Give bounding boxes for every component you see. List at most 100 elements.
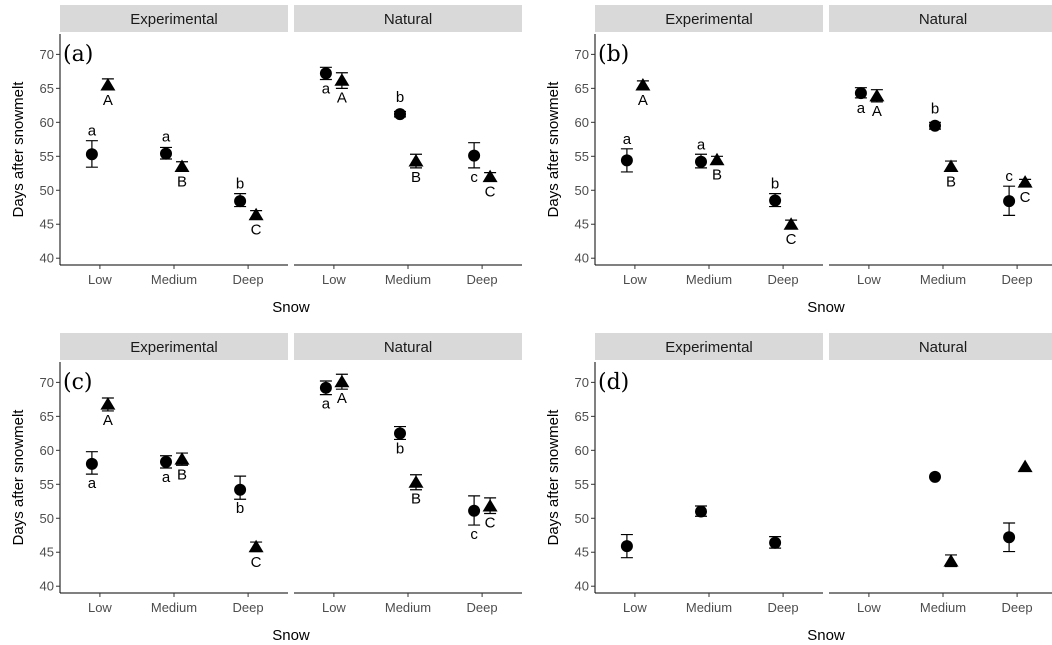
x-tick-label: Deep	[233, 600, 264, 615]
facet-strip-label: Experimental	[130, 339, 218, 356]
significance-letter: B	[177, 466, 187, 483]
data-point-triangle	[943, 554, 959, 567]
x-tick-label: Low	[322, 272, 346, 287]
y-tick-label: 40	[40, 251, 54, 266]
data-point-circle	[160, 147, 172, 160]
facet-strip	[829, 333, 1052, 360]
x-tick-label: Medium	[920, 272, 966, 287]
x-tick-label: Low	[857, 600, 881, 615]
data-point-circle	[319, 381, 332, 394]
significance-letter: b	[931, 101, 939, 118]
panel-label: (d)	[598, 370, 629, 395]
data-point-circle	[769, 536, 782, 549]
data-point-triangle	[1017, 459, 1033, 473]
y-tick-label: 70	[575, 47, 589, 62]
data-point-circle	[234, 195, 247, 208]
facet-strip-label: Natural	[384, 11, 432, 28]
x-tick-label: Deep	[467, 600, 498, 615]
data-point-circle	[769, 194, 782, 207]
data-point-triangle	[334, 73, 350, 86]
data-point-triangle	[1017, 175, 1033, 188]
x-tick-label: Medium	[686, 600, 732, 615]
data-point-circle	[929, 470, 941, 483]
facet-strip	[60, 5, 288, 32]
significance-letter: b	[396, 440, 404, 457]
data-point-triangle	[248, 207, 264, 221]
significance-letter: a	[88, 123, 97, 140]
y-tick-label: 45	[575, 545, 589, 560]
significance-letter: a	[88, 475, 97, 492]
y-tick-label: 50	[575, 183, 589, 198]
significance-letter: A	[337, 390, 347, 407]
data-point-circle	[620, 540, 633, 553]
y-tick-label: 60	[575, 443, 589, 458]
x-tick-label: Medium	[686, 272, 732, 287]
y-axis-title: Days after snowmelt	[10, 81, 27, 218]
facet-strip-label: Experimental	[130, 11, 218, 28]
data-point-circle	[854, 87, 867, 100]
y-tick-label: 45	[575, 217, 589, 232]
x-tick-label: Low	[857, 272, 881, 287]
data-point-circle	[85, 457, 98, 470]
significance-letter: B	[411, 169, 421, 186]
x-tick-label: Medium	[385, 600, 431, 615]
significance-letter: a	[857, 100, 866, 117]
significance-letter: C	[1020, 189, 1031, 206]
data-point-triangle	[709, 152, 725, 166]
significance-letter: a	[322, 81, 331, 98]
facet-strip	[829, 5, 1052, 32]
significance-letter: b	[236, 500, 244, 517]
data-point-triangle	[482, 169, 498, 183]
x-tick-label: Deep	[1002, 272, 1033, 287]
x-tick-label: Low	[88, 272, 112, 287]
data-point-triangle	[100, 397, 116, 410]
data-point-triangle	[174, 159, 190, 172]
x-tick-label: Low	[88, 600, 112, 615]
data-point-triangle	[334, 374, 350, 388]
significance-letter: A	[337, 89, 347, 106]
significance-letter: a	[322, 396, 331, 413]
y-axis-title: Days after snowmelt	[10, 409, 27, 546]
x-tick-label: Deep	[467, 272, 498, 287]
x-tick-label: Medium	[920, 600, 966, 615]
significance-letter: B	[177, 173, 187, 190]
significance-letter: c	[470, 169, 478, 186]
data-point-triangle	[635, 77, 651, 91]
panel-label: (b)	[598, 42, 629, 67]
significance-letter: A	[103, 412, 113, 429]
x-axis-title: Snow	[807, 627, 845, 644]
data-point-circle	[85, 148, 98, 161]
y-tick-label: 65	[40, 81, 54, 96]
significance-letter: C	[251, 554, 262, 571]
y-tick-label: 40	[575, 251, 589, 266]
significance-letter: A	[103, 92, 113, 109]
x-tick-label: Deep	[768, 272, 799, 287]
facet-strip	[595, 333, 823, 360]
significance-letter: C	[251, 222, 262, 239]
y-tick-label: 70	[575, 375, 589, 390]
y-tick-label: 65	[575, 409, 589, 424]
x-tick-label: Medium	[151, 600, 197, 615]
y-axis-title: Days after snowmelt	[545, 409, 562, 546]
data-point-triangle	[482, 499, 498, 512]
significance-letter: a	[623, 131, 632, 148]
x-tick-label: Low	[623, 272, 647, 287]
facet-strip	[60, 333, 288, 360]
significance-letter: A	[638, 92, 648, 109]
panel-label: (c)	[63, 370, 93, 395]
facet-strip-label: Experimental	[665, 339, 753, 356]
y-tick-label: 40	[575, 579, 589, 594]
data-point-triangle	[100, 77, 116, 91]
y-tick-label: 50	[40, 183, 54, 198]
facet-strip	[294, 5, 522, 32]
significance-letter: b	[236, 176, 244, 193]
x-axis-title: Snow	[272, 299, 310, 316]
data-point-circle	[319, 67, 332, 80]
facet-strip-label: Natural	[919, 11, 967, 28]
data-point-triangle	[174, 452, 190, 465]
x-tick-label: Deep	[768, 600, 799, 615]
data-point-triangle	[248, 539, 264, 553]
facet-strip	[595, 5, 823, 32]
facet-strip	[294, 333, 522, 360]
significance-letter: B	[946, 173, 956, 190]
